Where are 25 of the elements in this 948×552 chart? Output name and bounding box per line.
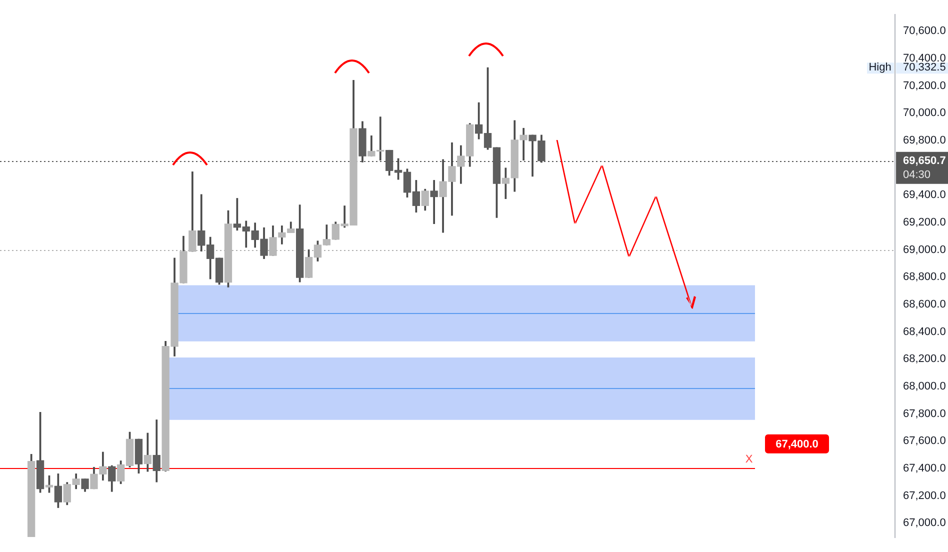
y-tick-label: 68,800.0: [903, 271, 946, 284]
y-tick-label: 67,800.0: [903, 408, 946, 420]
ref-line-label: 69,650.7: [903, 154, 946, 167]
y-tick-label: 69,000.0: [903, 244, 946, 256]
y-tick-label: 69,400.0: [903, 189, 946, 202]
y-tick-label: 70,400.0: [903, 52, 946, 64]
y-tick-label: 68,600.0: [903, 298, 946, 310]
y-tick-label: 69,800.0: [903, 134, 946, 146]
candlestick: [430, 180, 438, 224]
ref-line-label: 67,400.0: [776, 438, 818, 450]
y-tick-label: 68,000.0: [903, 380, 946, 392]
y-tick-label: 67,400.0: [903, 462, 946, 474]
y-tick-label: 67,200.0: [903, 490, 946, 502]
y-tick-label: 68,400.0: [903, 326, 946, 338]
y-tick-label: 70,200.0: [903, 80, 946, 92]
y-tick-label: 69,200.0: [903, 216, 946, 228]
y-tick-label: 67,000.0: [903, 517, 946, 530]
y-tick-label: 68,200.0: [903, 353, 946, 366]
text: 70,332.5: [903, 62, 946, 74]
annotation: High: [868, 62, 892, 74]
y-tick-label: 67,600.0: [903, 435, 946, 448]
y-tick-label: 70,000.0: [903, 107, 946, 120]
text: 04:30: [903, 168, 931, 181]
annotation: X: [745, 453, 754, 466]
y-tick-label: 70,600.0: [903, 25, 946, 38]
